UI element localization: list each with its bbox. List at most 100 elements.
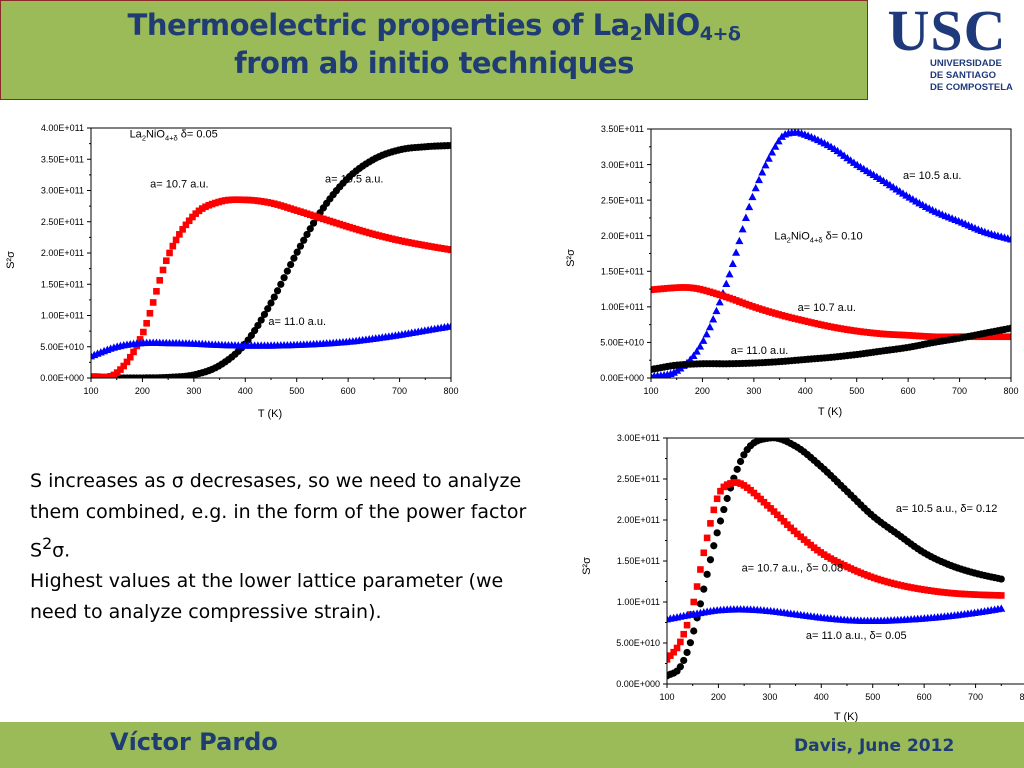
data-point — [120, 362, 128, 370]
data-point — [189, 213, 196, 221]
data-point — [971, 591, 978, 598]
data-point — [748, 192, 757, 201]
y-tick-label: 3.50E+011 — [41, 154, 84, 164]
data-point — [774, 511, 781, 519]
annotation: a= 11.0 a.u., δ= 0.05 — [806, 630, 907, 642]
data-point — [156, 277, 164, 284]
data-point — [840, 562, 848, 569]
series-black — [651, 324, 1011, 374]
data-point — [712, 306, 721, 315]
y-tick-label: 1.50E+011 — [41, 279, 84, 289]
x-tick-label: 600 — [901, 386, 916, 396]
data-point — [827, 555, 835, 562]
data-point — [921, 586, 928, 594]
data-point — [907, 584, 915, 591]
body-text: S increases as σ decresases, so we need … — [30, 466, 530, 628]
x-tick-label: 300 — [746, 386, 761, 396]
data-point — [673, 366, 682, 374]
chart-top-right: 0.00E+000 5.00E+010 1.00E+011 1.50E+011 2.00… — [565, 124, 1019, 418]
data-point — [182, 221, 190, 229]
data-point — [877, 576, 885, 584]
x-tick-label: 200 — [135, 386, 150, 396]
data-point — [257, 316, 265, 324]
data-point — [716, 517, 725, 525]
title-text: NiO — [642, 8, 700, 42]
data-point — [720, 505, 728, 514]
data-point — [870, 574, 878, 582]
data-point — [727, 480, 734, 487]
plot-frame — [90, 127, 452, 379]
data-point — [977, 591, 985, 599]
data-point — [897, 582, 905, 589]
y-axis-label: S²σ — [565, 249, 577, 267]
data-point — [720, 483, 728, 491]
data-point — [179, 226, 186, 233]
y-tick-label: 3.50E+011 — [601, 124, 644, 134]
data-point — [703, 534, 711, 542]
annotation-part: NiO — [791, 230, 810, 242]
chart-bottom-right: 0.00E+000 5.00E+010 1.00E+011 1.50E+011 2.00… — [581, 433, 1024, 722]
data-point — [693, 583, 701, 590]
data-point — [777, 514, 784, 522]
data-point — [767, 505, 774, 512]
x-tick-label: 800 — [443, 386, 458, 396]
annotation-part: δ= 0.05 — [178, 128, 218, 140]
data-point — [755, 175, 763, 184]
data-point — [730, 479, 738, 486]
data-point — [964, 590, 972, 598]
data-point — [857, 569, 865, 577]
data-point — [1007, 324, 1011, 332]
annotation: a= 10.5 a.u. — [325, 173, 383, 185]
x-tick-label: 400 — [814, 692, 829, 702]
data-point — [692, 347, 701, 355]
x-tick-label: 500 — [849, 386, 864, 396]
data-point — [159, 266, 167, 274]
data-point — [751, 183, 760, 192]
data-point — [680, 630, 688, 638]
data-point — [750, 489, 758, 497]
y-tick-label: 2.00E+011 — [41, 248, 84, 258]
data-point — [169, 242, 177, 250]
annotation-part: δ= 0.10 — [823, 230, 863, 242]
x-tick-label: 500 — [289, 386, 304, 396]
data-point — [690, 627, 698, 635]
x-axis-label: T (K) — [818, 406, 842, 418]
data-point — [954, 590, 962, 597]
data-point — [830, 557, 838, 564]
annotation-part: 4+δ — [810, 235, 823, 244]
data-point — [306, 225, 314, 233]
data-point — [699, 336, 708, 344]
data-point — [733, 479, 741, 486]
annotation: La2NiO4+δ δ= 0.05 — [130, 128, 218, 142]
data-point — [290, 254, 298, 262]
data-point — [757, 495, 764, 503]
data-point — [309, 219, 318, 227]
y-tick-label: 2.50E+011 — [601, 195, 644, 205]
data-point — [273, 287, 282, 295]
y-tick-label: 2.00E+011 — [617, 515, 660, 525]
data-point — [143, 319, 150, 327]
data-point — [153, 288, 160, 295]
data-point — [887, 579, 895, 587]
data-point — [740, 482, 748, 489]
data-point — [864, 572, 871, 579]
y-tick-label: 0.00E+000 — [40, 373, 84, 383]
data-point — [680, 656, 688, 665]
data-point — [814, 546, 821, 554]
data-point — [820, 551, 828, 558]
data-point — [696, 600, 705, 608]
data-point — [126, 353, 134, 361]
data-point — [735, 236, 744, 245]
data-point — [761, 160, 770, 169]
data-point — [774, 136, 783, 145]
data-point — [728, 259, 737, 267]
y-tick-label: 3.00E+011 — [41, 186, 84, 196]
data-point — [797, 533, 805, 541]
y-tick-label: 2.00E+011 — [601, 231, 644, 241]
y-tick-label: 1.00E+011 — [601, 302, 644, 312]
data-point — [737, 480, 744, 487]
data-point — [817, 549, 825, 556]
y-tick-label: 5.00E+010 — [616, 638, 660, 648]
data-point — [997, 575, 1005, 583]
data-point — [934, 588, 942, 595]
